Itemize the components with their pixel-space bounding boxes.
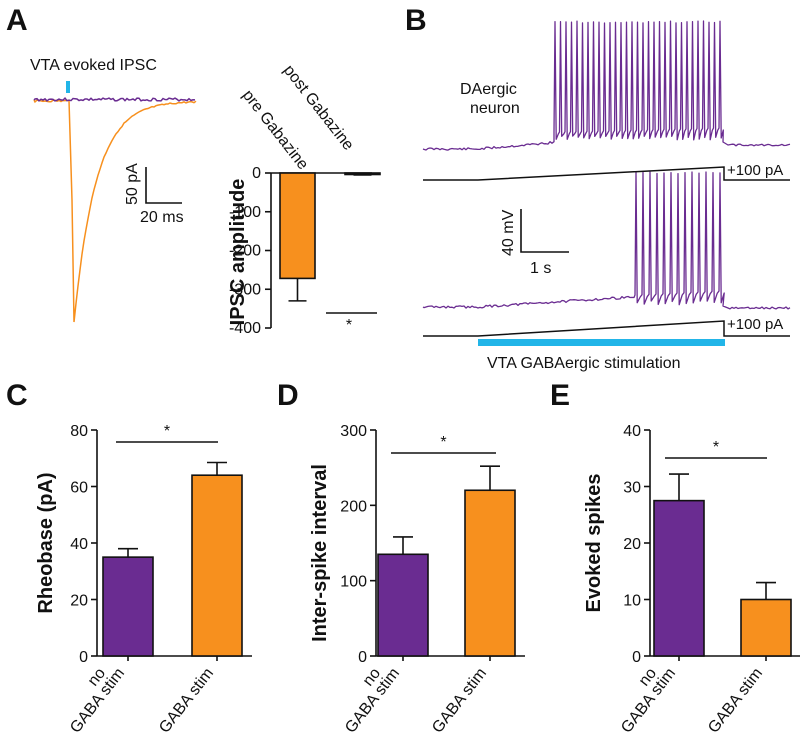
ramp-label-top: +100 pA (727, 162, 783, 179)
scalebar-b-y-label: 40 mV (500, 209, 517, 256)
ipsc-y-tick-label: 0 (252, 165, 261, 182)
ipsc-bar (279, 172, 316, 280)
significance-star: * (713, 439, 719, 456)
scalebar-a (145, 167, 182, 204)
significance-star: * (440, 434, 446, 451)
bar (377, 553, 429, 657)
scalebar-a-x-label: 20 ms (140, 209, 184, 226)
y-tick-label: 60 (70, 480, 88, 497)
ipsc-error-bar (353, 174, 372, 176)
cell-label-line2: neuron (470, 100, 520, 117)
panel-letter-c: C (6, 379, 28, 412)
ipsc-y-tick-label: -300 (229, 281, 261, 298)
y-tick-label: 200 (340, 498, 367, 515)
y-tick-label: 0 (79, 649, 88, 666)
y-tick-label: 0 (358, 649, 367, 666)
error-bar (756, 581, 776, 600)
panel-letter-e: E (550, 379, 570, 412)
panel-letter-d: D (277, 379, 299, 412)
ipsc-significance-star: * (346, 317, 352, 334)
bar (653, 499, 705, 657)
stimulation-bar (478, 339, 725, 346)
error-bar (118, 547, 138, 558)
ramp-label-bottom: +100 pA (727, 316, 783, 333)
ipsc-y-tick-label: -100 (229, 204, 261, 221)
ipsc-category-label: pre Gabazine (239, 87, 312, 173)
current-ramp-bottom (423, 320, 790, 337)
y-tick-label: 10 (623, 593, 641, 610)
membrane-voltage-trace-gaba (422, 171, 791, 310)
category-label: GABA stim (429, 665, 490, 736)
category-label: GABA stim (156, 665, 217, 736)
current-ramp-top (423, 166, 790, 181)
bar (740, 598, 792, 657)
ipsc-trace-label: VTA evoked IPSC (30, 57, 157, 74)
scalebar-b-x-label: 1 s (530, 260, 551, 277)
bar (102, 556, 154, 657)
panel-letter-b: B (405, 4, 427, 37)
scalebar-a-y-label: 50 pA (124, 163, 141, 205)
y-tick-label: 80 (70, 423, 88, 440)
stimulation-label: VTA GABAergic stimulation (487, 355, 681, 372)
stimulus-marker (66, 81, 70, 93)
membrane-trace-control (422, 20, 791, 151)
y-axis-label: Rheobase (pA) (35, 472, 57, 613)
bar (191, 474, 243, 657)
y-axis-label: Inter-spike interval (309, 464, 331, 642)
y-tick-label: 100 (340, 574, 367, 591)
membrane-trace-gaba (422, 171, 791, 310)
ipsc-y-tick-label: -400 (229, 320, 261, 337)
error-bar (393, 536, 413, 555)
y-tick-label: 40 (70, 536, 88, 553)
ipsc-y-tick-label: -200 (229, 243, 261, 260)
ipsc-error-bar (288, 278, 307, 302)
category-label: GABA stim (705, 665, 766, 736)
membrane-voltage-trace-control (422, 20, 791, 151)
scalebar-b (520, 209, 569, 253)
y-tick-label: 20 (70, 593, 88, 610)
panel-letter-a: A (6, 4, 28, 37)
y-tick-label: 30 (623, 480, 641, 497)
ipsc-y-axis-label: IPSC amplitude (227, 179, 249, 326)
cell-label-line1: DAergic (460, 81, 517, 98)
error-bar (669, 473, 689, 501)
ipsc-trace-pre-gabazine (33, 99, 197, 323)
y-tick-label: 0 (632, 649, 641, 666)
ipsc-trace-post-gabazine (33, 96, 196, 102)
y-tick-label: 40 (623, 423, 641, 440)
error-bar (207, 461, 227, 476)
y-axis-label: Evoked spikes (583, 474, 605, 613)
error-bar (480, 465, 500, 491)
ipsc-traces (33, 96, 197, 323)
significance-star: * (164, 423, 170, 440)
y-tick-label: 20 (623, 536, 641, 553)
y-tick-label: 300 (340, 423, 367, 440)
bar (464, 489, 516, 657)
